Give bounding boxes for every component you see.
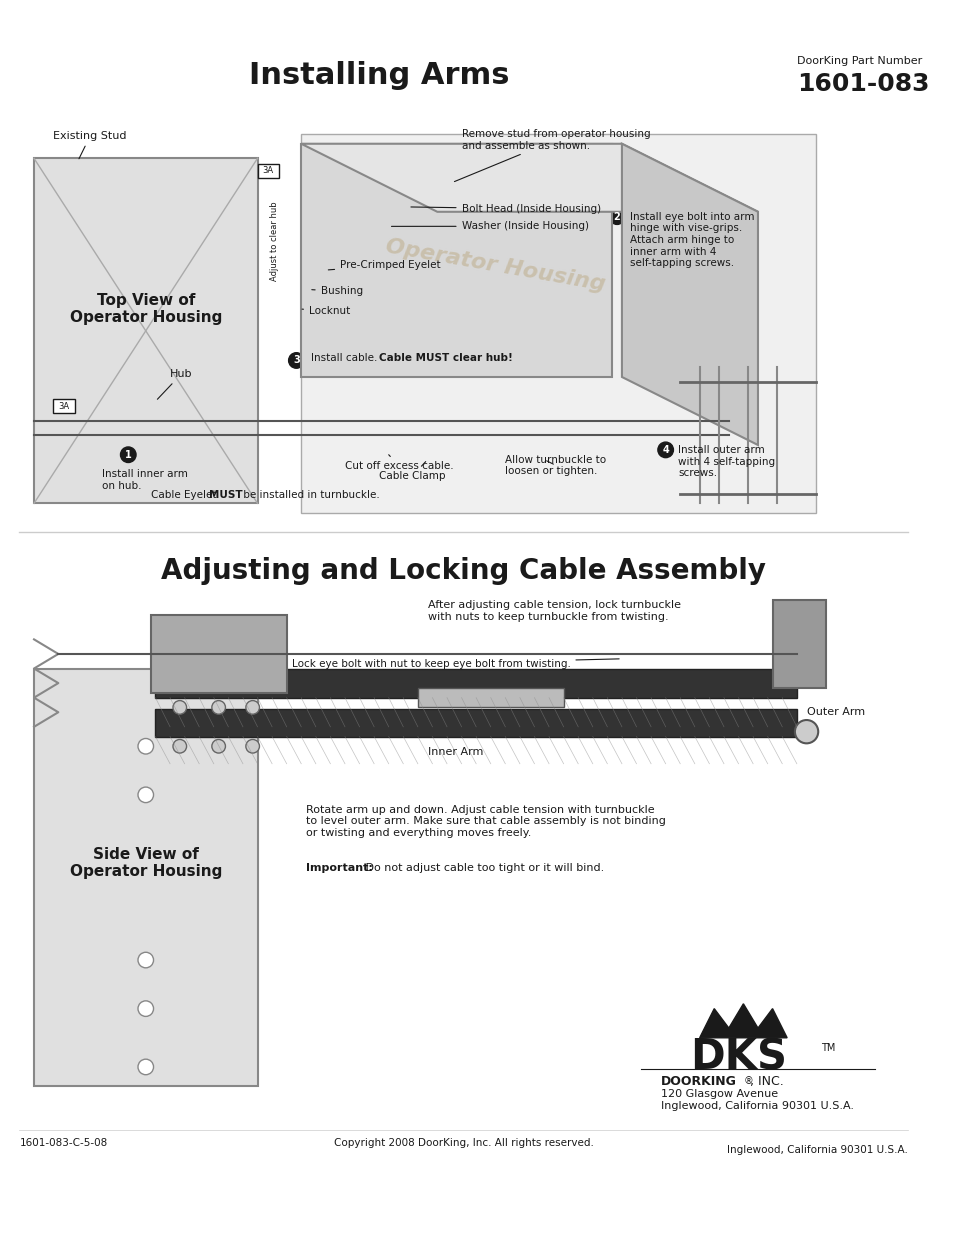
Text: Lock eye bolt with nut to keep eye bolt from twisting.: Lock eye bolt with nut to keep eye bolt … xyxy=(292,658,618,668)
Text: Cable Clamp: Cable Clamp xyxy=(378,462,445,480)
Text: 3A: 3A xyxy=(262,167,274,175)
Circle shape xyxy=(138,787,153,803)
Text: Inglewood, California 90301 U.S.A.: Inglewood, California 90301 U.S.A. xyxy=(726,1145,906,1155)
Circle shape xyxy=(794,720,818,743)
Polygon shape xyxy=(301,143,758,211)
Bar xyxy=(53,399,74,412)
Circle shape xyxy=(120,447,136,462)
Text: 3: 3 xyxy=(293,356,299,366)
Text: Cable MUST clear hub!: Cable MUST clear hub! xyxy=(378,352,513,363)
Bar xyxy=(582,999,883,1115)
Bar xyxy=(155,709,796,736)
Circle shape xyxy=(172,740,187,753)
Text: Pre-Crimped Eyelet: Pre-Crimped Eyelet xyxy=(328,261,440,270)
Circle shape xyxy=(138,739,153,755)
Text: Rotate arm up and down. Adjust cable tension with turnbuckle
to level outer arm.: Rotate arm up and down. Adjust cable ten… xyxy=(306,804,665,837)
Bar xyxy=(151,615,286,693)
Text: Remove stud from operator housing
and assemble as shown.: Remove stud from operator housing and as… xyxy=(454,128,650,182)
Text: 4: 4 xyxy=(661,445,668,454)
Text: Install inner arm
on hub.: Install inner arm on hub. xyxy=(102,469,188,490)
Text: 2: 2 xyxy=(613,211,619,221)
Text: Bushing: Bushing xyxy=(312,287,362,296)
Text: ®: ® xyxy=(742,1077,752,1087)
Bar xyxy=(155,668,796,698)
Polygon shape xyxy=(621,143,758,445)
Text: DOORKING: DOORKING xyxy=(660,1074,736,1088)
Text: 1601-083: 1601-083 xyxy=(796,72,928,95)
Circle shape xyxy=(246,700,259,714)
Text: Locknut: Locknut xyxy=(302,306,350,316)
FancyBboxPatch shape xyxy=(301,135,816,513)
Text: After adjusting cable tension, lock turnbuckle
with nuts to keep turnbuckle from: After adjusting cable tension, lock turn… xyxy=(427,600,679,622)
Text: Inner Arm: Inner Arm xyxy=(427,747,482,757)
Text: TM: TM xyxy=(821,1042,835,1052)
Text: Bolt Head (Inside Housing): Bolt Head (Inside Housing) xyxy=(411,204,600,214)
Bar xyxy=(257,164,278,178)
Text: be installed in turnbuckle.: be installed in turnbuckle. xyxy=(240,490,379,500)
Bar xyxy=(772,600,825,688)
Text: DKS: DKS xyxy=(689,1036,786,1078)
Polygon shape xyxy=(699,1004,786,1037)
Text: Adjust to clear hub: Adjust to clear hub xyxy=(270,201,278,280)
Text: Side View of
Operator Housing: Side View of Operator Housing xyxy=(70,847,222,879)
Circle shape xyxy=(246,740,259,753)
Circle shape xyxy=(212,700,225,714)
Circle shape xyxy=(172,700,187,714)
Text: Existing Stud: Existing Stud xyxy=(53,131,127,159)
Circle shape xyxy=(289,353,304,368)
Text: Adjusting and Locking Cable Assembly: Adjusting and Locking Cable Assembly xyxy=(161,557,765,585)
Text: DoorKing Part Number: DoorKing Part Number xyxy=(796,56,922,67)
Circle shape xyxy=(658,442,673,458)
Text: 120 Glasgow Avenue: 120 Glasgow Avenue xyxy=(660,1089,777,1099)
Text: Install eye bolt into arm
hinge with vise-grips.
Attach arm hinge to
inner arm w: Install eye bolt into arm hinge with vis… xyxy=(629,211,754,268)
Text: Allow turnbuckle to
loosen or tighten.: Allow turnbuckle to loosen or tighten. xyxy=(505,454,606,477)
Circle shape xyxy=(138,1060,153,1074)
Text: Install cable.: Install cable. xyxy=(311,352,380,363)
Text: Do not adjust cable too tight or it will bind.: Do not adjust cable too tight or it will… xyxy=(362,863,604,873)
Text: Washer (Inside Housing): Washer (Inside Housing) xyxy=(391,221,588,231)
FancyBboxPatch shape xyxy=(301,143,612,377)
Text: 3A: 3A xyxy=(58,401,70,411)
Text: Installing Arms: Installing Arms xyxy=(249,62,509,90)
Text: Top View of
Operator Housing: Top View of Operator Housing xyxy=(70,293,222,325)
Bar xyxy=(417,688,563,708)
Bar xyxy=(34,668,257,1087)
Text: Operator Housing: Operator Housing xyxy=(384,236,606,294)
Text: Cable Eyelet: Cable Eyelet xyxy=(151,490,219,500)
Text: Copyright 2008 DoorKing, Inc. All rights reserved.: Copyright 2008 DoorKing, Inc. All rights… xyxy=(334,1137,593,1147)
Text: Hub: Hub xyxy=(157,369,193,399)
Bar xyxy=(34,158,257,504)
Text: 1601-083-C-5-08: 1601-083-C-5-08 xyxy=(19,1137,108,1147)
Circle shape xyxy=(609,209,624,225)
Circle shape xyxy=(138,1000,153,1016)
Circle shape xyxy=(138,952,153,968)
Text: Important:: Important: xyxy=(306,863,373,873)
Text: Install outer arm
with 4 self-tapping
screws.: Install outer arm with 4 self-tapping sc… xyxy=(678,445,775,478)
Circle shape xyxy=(212,740,225,753)
Text: Outer Arm: Outer Arm xyxy=(805,708,863,718)
Text: 1: 1 xyxy=(125,450,132,459)
Text: , INC.: , INC. xyxy=(749,1074,783,1088)
Text: Inglewood, California 90301 U.S.A.: Inglewood, California 90301 U.S.A. xyxy=(660,1100,853,1110)
Text: Cut off excess cable.: Cut off excess cable. xyxy=(345,454,453,472)
Text: MUST: MUST xyxy=(209,490,242,500)
